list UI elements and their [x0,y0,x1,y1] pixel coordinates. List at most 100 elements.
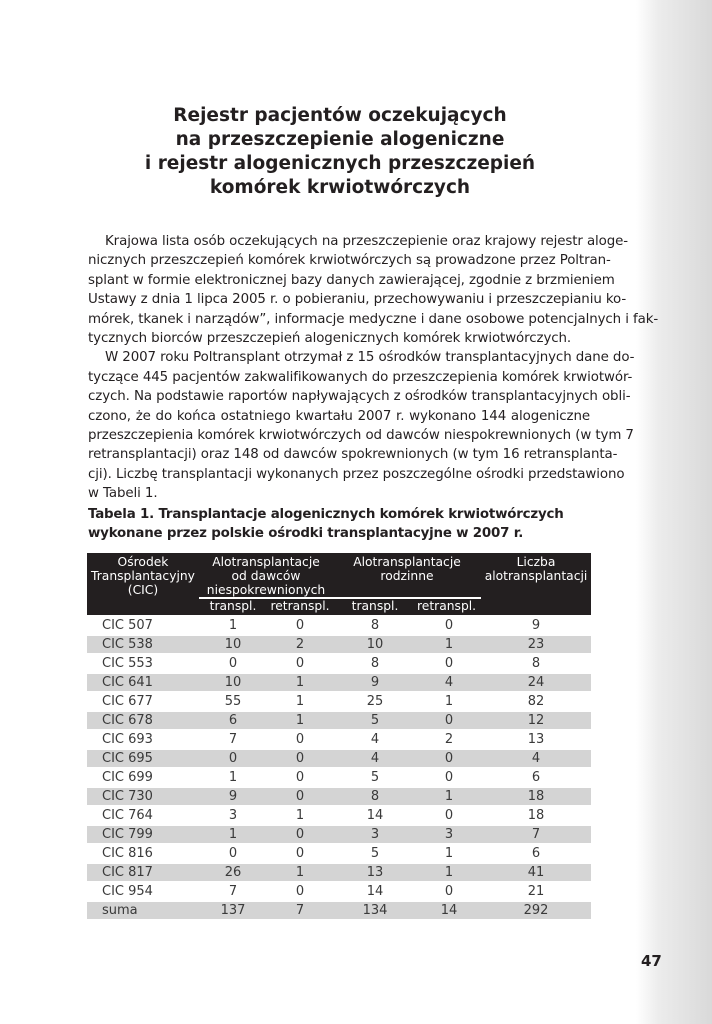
header-text: rodzinne [380,569,434,583]
transplant-table: Ośrodek Transplantacyjny (CIC) Alotransp… [87,551,591,921]
cell-value: 5 [370,770,380,785]
paragraph-1: Krajowa lista osób oczekujących na przes… [88,232,658,348]
cell-center: CIC 693 [102,732,153,747]
cell-value: 13 [527,732,545,747]
cell-value: 0 [417,712,481,729]
cell-center: suma [87,902,199,919]
cell-value: 0 [228,656,238,671]
cell-value: 14 [417,902,481,919]
cell-value: 0 [295,770,305,785]
cell-value: 3 [333,826,417,843]
table-row: CIC 641 10 1 9 4 24 [87,674,591,691]
cell-value: 9 [333,674,417,691]
table-row: CIC 730 9 0 8 1 18 [87,788,591,805]
text-line: retransplantacji) oraz 148 od dawców spo… [88,447,618,463]
table-row: CIC 507 1 0 8 0 9 [87,617,591,634]
cell-value: 0 [444,770,454,785]
header-family: Alotransplantacje rodzinne [333,553,481,597]
body-text: Krajowa lista osób oczekujących na przes… [88,232,658,504]
cell-value: 1 [444,694,454,709]
subheader-transpl: transpl. [199,599,267,615]
cell-center: CIC 799 [87,826,199,843]
cell-value: 0 [295,732,305,747]
table-caption: Tabela 1. Transplantacje alogenicznych k… [88,507,564,541]
title-line: Rejestr pacjentów oczekujących [173,105,507,126]
header-unrelated: Alotransplantacje od dawców niespokrewni… [199,553,333,597]
cell-value: 26 [199,864,267,881]
text-line: splant w formie elektronicznej bazy dany… [88,272,615,288]
cell-center: CIC 695 [87,750,199,767]
cell-value: 0 [295,846,305,861]
cell-value: 3 [417,826,481,843]
header-text: Ośrodek [117,555,169,569]
cell-value: 4 [333,750,417,767]
cell-value: 10 [199,636,267,653]
cell-value: 7 [267,902,333,919]
text-line: W 2007 roku Poltransplant otrzymał z 15 … [105,350,635,366]
cell-value: 1 [228,618,238,633]
cell-value: 10 [199,674,267,691]
subheader-retranspl: retranspl. [417,599,481,615]
text-line: nicznych przeszczepień komórek krwiotwór… [88,253,611,269]
cell-value: 4 [417,674,481,691]
header-text: alotransplantacji [484,569,588,583]
title-line: i rejestr alogenicznych przeszczepień [144,153,536,174]
cell-value: 25 [366,694,384,709]
paragraph-2: W 2007 roku Poltransplant otrzymał z 15 … [88,348,635,503]
cell-value: 0 [267,826,333,843]
cell-center: CIC 678 [87,712,199,729]
cell-center: CIC 730 [87,788,199,805]
table-row: CIC 764 3 1 14 0 18 [87,807,591,824]
table-row: CIC 699 1 0 5 0 6 [87,769,591,786]
cell-value: 8 [333,788,417,805]
cell-center: CIC 816 [102,846,153,861]
cell-value: 9 [531,618,541,633]
table-row: CIC 954 7 0 14 0 21 [87,883,591,900]
cell-value: 7 [228,732,238,747]
cell-value: 0 [267,788,333,805]
cell-value: 82 [527,694,545,709]
cell-value: 4 [481,750,591,767]
cell-center: CIC 954 [102,884,153,899]
cell-value: 1 [295,694,305,709]
cell-center: CIC 764 [102,808,153,823]
cell-value: 0 [444,618,454,633]
table-row: CIC 553 0 0 8 0 8 [87,655,591,672]
header-total: Liczba alotransplantacji [481,553,591,615]
cell-value: 0 [417,750,481,767]
cell-value: 0 [199,750,267,767]
cell-value: 3 [228,808,238,823]
cell-value: 137 [199,902,267,919]
cell-value: 1 [417,864,481,881]
table-row: CIC 799 1 0 3 3 7 [87,826,591,843]
title-line: na przeszczepienie alogeniczne [175,129,505,150]
cell-value: 18 [527,808,545,823]
cell-value: 55 [224,694,242,709]
cell-value: 1 [295,808,305,823]
page-edge-shadow [636,0,712,1024]
table-header-row: Ośrodek Transplantacyjny (CIC) Alotransp… [87,553,591,615]
cell-value: 1 [444,846,454,861]
header-center: Ośrodek Transplantacyjny (CIC) [87,553,199,615]
text-line: Ustawy z dnia 1 lipca 2005 r. o pobieran… [88,292,627,308]
cell-value: 0 [444,808,454,823]
cell-value: 2 [267,636,333,653]
cell-value: 0 [295,656,305,671]
table-row: CIC 816 0 0 5 1 6 [87,845,591,862]
cell-value: 0 [444,884,454,899]
cell-center: CIC 699 [102,770,153,785]
cell-value: 41 [481,864,591,881]
table-row: CIC 538 10 2 10 1 23 [87,636,591,653]
cell-value: 5 [333,712,417,729]
header-text: od dawców [231,569,301,583]
cell-value: 1 [267,712,333,729]
cell-value: 14 [366,808,384,823]
cell-value: 6 [531,770,541,785]
cell-value: 8 [370,618,380,633]
text-line: przeszczepienia komórek krwiotwórczych o… [88,428,634,444]
cell-value: 21 [527,884,545,899]
cell-value: 0 [444,656,454,671]
table-row: CIC 677 55 1 25 1 82 [87,693,591,710]
page-number: 47 [641,952,662,970]
cell-value: 1 [267,864,333,881]
